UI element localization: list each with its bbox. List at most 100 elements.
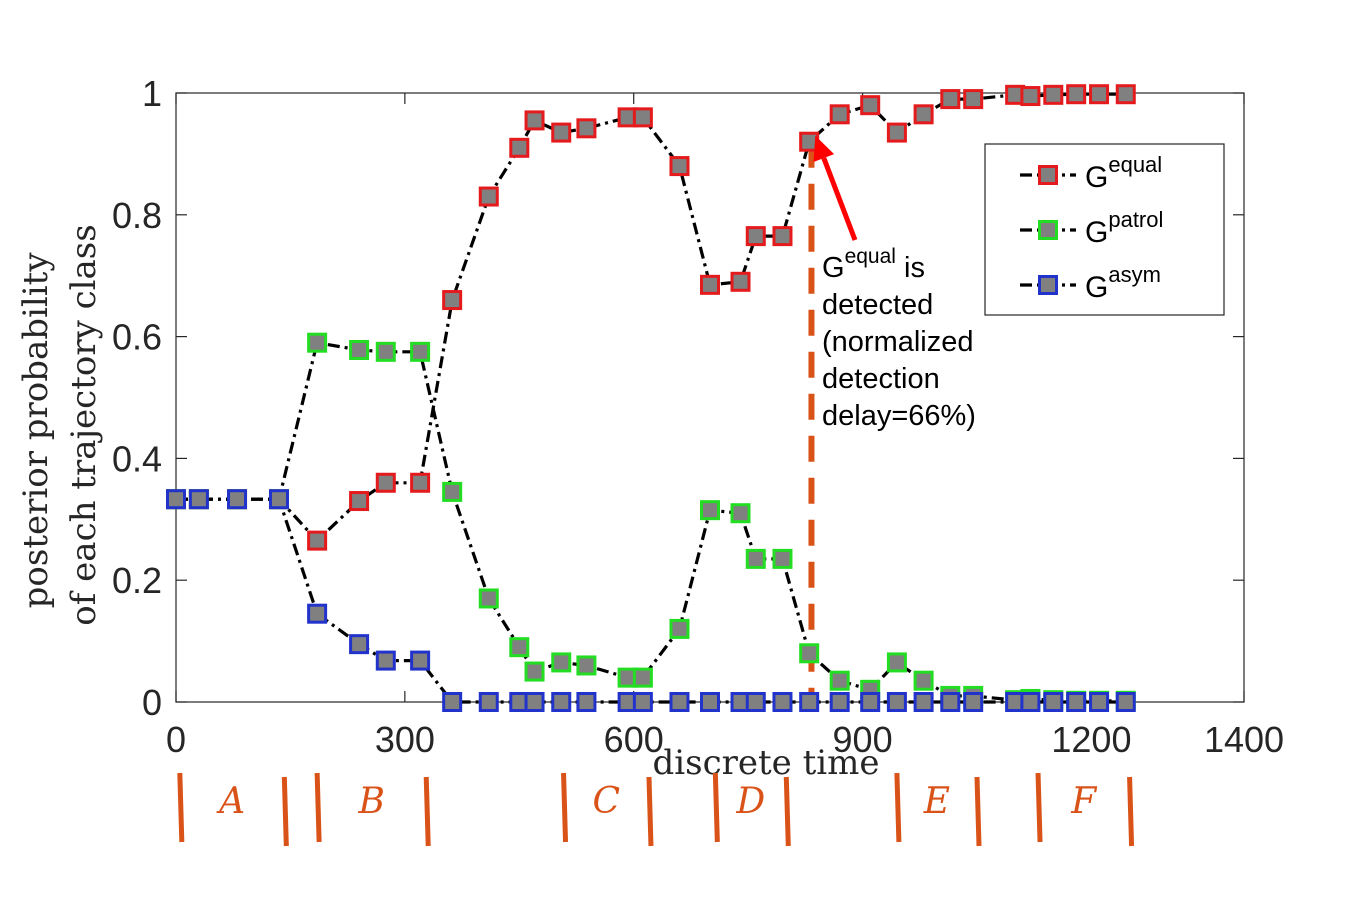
y-tick-label: 0.4 (112, 438, 162, 479)
data-point-patrol (524, 661, 545, 682)
data-point-equal (478, 186, 499, 207)
legend-marker-equal (1038, 165, 1058, 185)
data-point-equal (524, 110, 545, 131)
annotation-line: detection (822, 363, 940, 395)
data-point-asym (166, 489, 186, 510)
data-point-asym (1066, 692, 1087, 712)
segment-D-start (712, 772, 720, 843)
data-point-equal (700, 274, 720, 295)
legend-marker-patrol (1038, 220, 1058, 240)
data-point-equal (551, 122, 572, 143)
y-tick-marks (176, 92, 1244, 703)
x-axis-label: discrete time (653, 743, 880, 783)
data-point-asym (1089, 692, 1110, 712)
x-tick-label: 1200 (1051, 719, 1131, 760)
x-tick-label: 900 (833, 719, 893, 760)
plot-area: 0 0.2 0.4 0.6 0.8 1 0 300 600 900 1200 1400 Gequal… (112, 73, 1284, 760)
data-point-patrol (829, 670, 850, 691)
segment-A-start (177, 772, 185, 843)
annotation-title: Gequal is (822, 245, 925, 284)
data-point-asym (1115, 692, 1136, 712)
annotation-arrow-head (813, 135, 835, 162)
data-point-equal (860, 95, 881, 116)
legend-marker-asym (1038, 275, 1058, 295)
x-tick-label: 600 (604, 719, 664, 760)
data-point-asym (478, 692, 499, 712)
y-tick-label: 0.2 (112, 560, 162, 601)
series-equal (166, 84, 1136, 551)
data-point-asym (632, 692, 653, 712)
segment-label-C: C (592, 781, 620, 822)
data-point-patrol (745, 548, 766, 569)
legend-label-patrol: Gpatrol (1085, 207, 1163, 249)
annotation-group: Gequal is detected (normalized detection del… (813, 135, 976, 432)
data-point-equal (772, 226, 793, 247)
segment-label-F: F (1070, 781, 1098, 822)
segment-B-end (423, 776, 431, 847)
segment-F-start (1035, 772, 1043, 843)
data-point-asym (799, 692, 820, 712)
data-point-asym (1020, 692, 1041, 712)
segment-C-end (646, 776, 654, 847)
legend-label-equal: Gequal (1085, 152, 1162, 194)
data-point-patrol (410, 341, 431, 362)
data-point-equal (442, 290, 463, 311)
data-point-asym (963, 692, 984, 712)
y-axis-label-line-1: posterior probability (16, 252, 56, 609)
segment-B-start (314, 772, 322, 843)
y-tick-label: 0.8 (112, 195, 162, 236)
data-point-asym (700, 692, 720, 712)
data-point-patrol (799, 643, 820, 664)
series-asym (166, 489, 1136, 712)
data-point-patrol (669, 618, 690, 639)
segment-label-E: E (923, 781, 950, 822)
data-point-equal (963, 89, 984, 110)
y-axis-label-line-2: of each trajectory class (64, 224, 104, 625)
data-point-patrol (349, 339, 370, 360)
y-axis-label: posterior probability of each trajectory… (16, 224, 104, 625)
y-tick-label: 0.6 (112, 317, 162, 358)
x-tick-label: 300 (375, 719, 435, 760)
segment-E-start (894, 772, 902, 843)
segment-C-start (561, 772, 569, 843)
series-patrol (166, 332, 1136, 711)
data-point-asym (669, 692, 690, 712)
data-point-equal (1043, 84, 1064, 105)
data-point-asym (745, 692, 766, 712)
data-point-patrol (307, 332, 328, 353)
annotation-line: (normalized (822, 326, 974, 358)
data-point-asym (524, 692, 545, 712)
data-point-equal (669, 156, 690, 177)
data-point-equal (509, 137, 530, 158)
series-line-equal (176, 92, 1126, 543)
data-point-equal (745, 226, 766, 247)
segment-E-end (974, 776, 982, 847)
series-layer (166, 84, 1136, 712)
legend-label-sup: patrol (1108, 207, 1163, 232)
data-point-patrol (442, 481, 463, 502)
data-point-equal (576, 118, 597, 139)
data-point-equal (410, 472, 431, 493)
data-point-patrol (576, 655, 597, 676)
annotation-title-sup: equal (845, 245, 896, 268)
data-point-patrol (375, 341, 396, 362)
data-point-asym (375, 650, 396, 671)
annotation-arrow-shaft (821, 157, 858, 241)
x-tick-label: 0 (166, 719, 186, 760)
data-point-equal (1020, 86, 1041, 107)
data-point-asym (551, 692, 572, 712)
data-point-asym (307, 603, 328, 624)
annotation-line: delay=66%) (822, 400, 976, 432)
annotation-title-tail: is (896, 252, 925, 284)
segment-D-end (783, 776, 791, 847)
data-point-patrol (509, 637, 530, 658)
data-point-asym (1043, 692, 1064, 712)
legend-label-sup: equal (1108, 152, 1162, 177)
segment-label-B: B (357, 781, 384, 822)
data-point-asym (886, 692, 907, 712)
x-tick-labels: 0 300 600 900 1200 1400 (166, 719, 1284, 760)
x-tick-label: 1400 (1204, 719, 1284, 760)
data-point-asym (576, 692, 597, 712)
data-point-asym (349, 634, 370, 655)
